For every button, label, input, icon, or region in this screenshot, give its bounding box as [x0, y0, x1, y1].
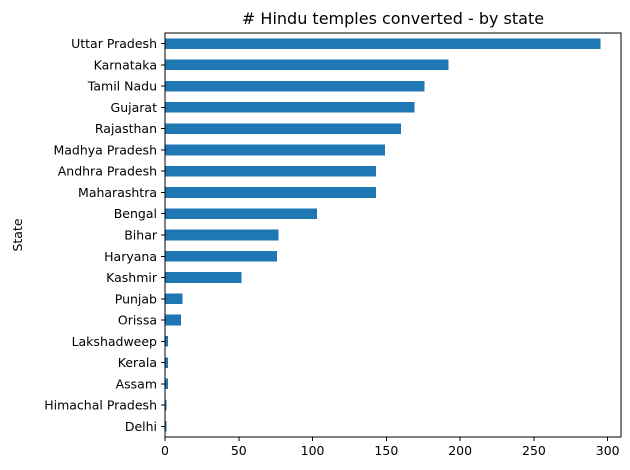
y-axis: Uttar Pradesh Karnataka Tamil Nadu Gujarat R… [44, 36, 165, 434]
plot-frame [164, 32, 622, 438]
bar-punjab [165, 293, 183, 305]
bar-rajasthan [165, 123, 402, 134]
x-tick-label: 100 [301, 443, 325, 458]
y-tick-label: Himachal Pradesh [44, 398, 157, 413]
y-tick-label: Bihar [124, 228, 158, 243]
y-tick-label: Madhya Pradesh [53, 142, 157, 157]
y-tick-label: Punjab [115, 291, 157, 306]
y-tick-label: Gujarat [111, 100, 158, 115]
x-tick-label: 250 [522, 443, 546, 458]
y-tick-label: Lakshadweep [72, 334, 157, 349]
bar-madhya-pradesh [165, 144, 385, 156]
bar-gujarat [165, 102, 415, 113]
bar-orissa [165, 314, 182, 326]
x-tick-label: 200 [448, 443, 472, 458]
y-tick-label: Haryana [104, 249, 157, 264]
bar-uttar-pradesh [165, 38, 601, 49]
y-tick-label: Kashmir [106, 270, 158, 285]
y-tick-label: Rajasthan [95, 121, 157, 136]
bar-tamil-nadu [165, 80, 425, 92]
y-tick-label: Tamil Nadu [87, 79, 157, 94]
bar-maharashtra [165, 187, 377, 198]
y-tick-label: Uttar Pradesh [71, 36, 157, 51]
bar-kerala [165, 357, 168, 368]
bar-assam [165, 378, 168, 390]
bar-bengal [165, 208, 317, 220]
y-tick-label: Maharashtra [78, 185, 157, 200]
y-axis-label: State [10, 218, 25, 251]
bar-himachal-pradesh [165, 399, 167, 411]
x-tick-label: 50 [231, 443, 247, 458]
bars-group [165, 38, 601, 432]
y-tick-label: Kerala [118, 355, 157, 370]
chart-title: # Hindu temples converted - by state [242, 9, 544, 28]
y-tick-label: Karnataka [94, 57, 157, 72]
bar-kashmir [165, 272, 242, 283]
y-tick-label: Andhra Pradesh [58, 164, 157, 179]
bar-andhra-pradesh [165, 165, 377, 177]
x-tick-label: 0 [161, 443, 169, 458]
x-tick-label: 150 [374, 443, 398, 458]
x-axis: 0 50 100 150 200 250 300 [161, 437, 620, 458]
y-tick-label: Bengal [114, 206, 157, 221]
y-tick-label: Assam [116, 376, 157, 391]
y-tick-label: Delhi [125, 419, 157, 434]
y-tick-label: Orissa [118, 313, 157, 328]
bar-bihar [165, 229, 279, 241]
x-tick-label: 300 [596, 443, 620, 458]
bar-karnataka [165, 59, 449, 71]
bar-haryana [165, 250, 278, 262]
bar-delhi [165, 421, 167, 432]
bar-lakshadweep [165, 336, 168, 347]
